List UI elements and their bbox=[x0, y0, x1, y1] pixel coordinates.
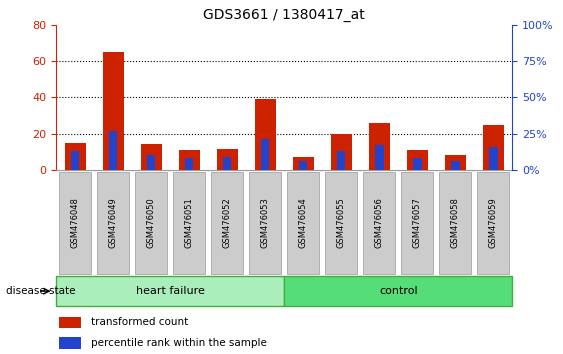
Title: GDS3661 / 1380417_at: GDS3661 / 1380417_at bbox=[203, 8, 365, 22]
Text: GSM476059: GSM476059 bbox=[489, 198, 498, 249]
Bar bbox=[147, 155, 155, 170]
Text: GSM476056: GSM476056 bbox=[375, 198, 384, 249]
Bar bbox=[413, 158, 422, 170]
Bar bbox=[56, 276, 284, 306]
Bar bbox=[299, 161, 307, 170]
Bar bbox=[71, 151, 79, 170]
Bar bbox=[445, 155, 466, 170]
Bar bbox=[223, 157, 231, 170]
Text: GSM476051: GSM476051 bbox=[185, 198, 194, 249]
Bar bbox=[451, 161, 459, 170]
Text: percentile rank within the sample: percentile rank within the sample bbox=[91, 338, 266, 348]
Bar bbox=[489, 147, 498, 170]
Text: GSM476049: GSM476049 bbox=[109, 198, 118, 249]
Text: GSM476053: GSM476053 bbox=[261, 198, 270, 249]
Bar bbox=[401, 172, 434, 274]
Bar bbox=[217, 149, 238, 170]
Bar bbox=[109, 131, 118, 170]
Bar bbox=[363, 172, 395, 274]
Bar bbox=[287, 172, 319, 274]
Bar bbox=[135, 172, 167, 274]
Bar bbox=[325, 172, 358, 274]
Bar bbox=[375, 145, 383, 170]
Text: GSM476048: GSM476048 bbox=[71, 198, 80, 249]
Bar bbox=[255, 99, 276, 170]
Text: GSM476055: GSM476055 bbox=[337, 198, 346, 249]
Bar bbox=[439, 172, 471, 274]
Bar bbox=[59, 337, 82, 349]
Bar bbox=[59, 172, 91, 274]
Text: disease state: disease state bbox=[6, 286, 75, 296]
Bar bbox=[483, 125, 504, 170]
Bar bbox=[173, 172, 205, 274]
Bar bbox=[369, 123, 390, 170]
Bar bbox=[103, 52, 124, 170]
Bar bbox=[261, 139, 270, 170]
Bar bbox=[65, 143, 86, 170]
Text: GSM476050: GSM476050 bbox=[147, 198, 156, 249]
Text: GSM476057: GSM476057 bbox=[413, 198, 422, 249]
Text: control: control bbox=[379, 286, 418, 296]
Bar bbox=[477, 172, 510, 274]
Bar bbox=[179, 150, 200, 170]
Bar bbox=[185, 158, 194, 170]
Text: GSM476052: GSM476052 bbox=[223, 198, 232, 249]
Text: heart failure: heart failure bbox=[136, 286, 205, 296]
Text: GSM476058: GSM476058 bbox=[451, 198, 460, 249]
Text: transformed count: transformed count bbox=[91, 318, 187, 327]
Bar bbox=[59, 316, 82, 328]
Bar bbox=[97, 172, 129, 274]
Bar bbox=[407, 150, 428, 170]
Bar bbox=[211, 172, 243, 274]
Bar bbox=[284, 276, 512, 306]
Text: GSM476054: GSM476054 bbox=[299, 198, 308, 249]
Bar bbox=[331, 133, 352, 170]
Bar bbox=[141, 144, 162, 170]
Bar bbox=[293, 157, 314, 170]
Bar bbox=[249, 172, 282, 274]
Bar bbox=[337, 151, 346, 170]
